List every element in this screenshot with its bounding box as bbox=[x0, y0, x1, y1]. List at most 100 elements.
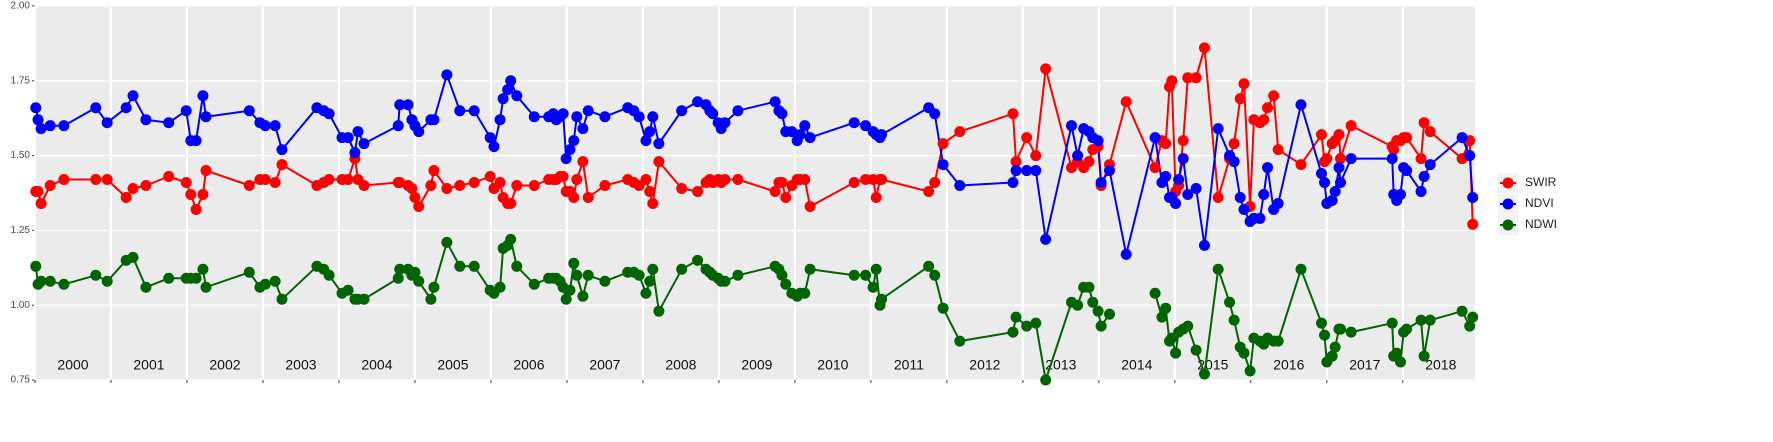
data-point bbox=[707, 108, 719, 120]
data-point bbox=[413, 200, 425, 212]
year-label: 2004 bbox=[361, 357, 392, 373]
legend-key-point bbox=[1502, 198, 1514, 210]
data-point bbox=[804, 132, 816, 144]
data-point bbox=[599, 111, 611, 123]
data-point bbox=[1190, 72, 1202, 84]
y-tick-label: 2.00 bbox=[11, 1, 31, 12]
data-point bbox=[867, 281, 879, 293]
data-point bbox=[1083, 281, 1095, 293]
data-point bbox=[1386, 153, 1398, 165]
data-point bbox=[140, 281, 152, 293]
data-point bbox=[1272, 144, 1284, 156]
data-point bbox=[1166, 75, 1178, 87]
data-point bbox=[647, 111, 659, 123]
data-point bbox=[732, 269, 744, 281]
data-point bbox=[428, 281, 440, 293]
data-point bbox=[870, 191, 882, 203]
data-point bbox=[454, 105, 466, 117]
data-point bbox=[413, 126, 425, 138]
data-point bbox=[90, 269, 102, 281]
data-point bbox=[1177, 153, 1189, 165]
data-point bbox=[1424, 159, 1436, 171]
data-point bbox=[468, 260, 480, 272]
data-point bbox=[1386, 317, 1398, 329]
data-point bbox=[1030, 317, 1042, 329]
data-point bbox=[497, 93, 509, 105]
data-point bbox=[163, 117, 175, 129]
data-point bbox=[259, 278, 271, 290]
data-point bbox=[1173, 174, 1185, 186]
data-point bbox=[243, 105, 255, 117]
data-point bbox=[1415, 153, 1427, 165]
data-point bbox=[35, 275, 47, 287]
data-point bbox=[200, 281, 212, 293]
data-point bbox=[568, 135, 580, 147]
data-point bbox=[1030, 165, 1042, 177]
data-point bbox=[200, 111, 212, 123]
data-point bbox=[30, 260, 42, 272]
data-point bbox=[719, 174, 731, 186]
data-point bbox=[323, 269, 335, 281]
data-point bbox=[653, 138, 665, 150]
data-point bbox=[1065, 120, 1077, 132]
data-point bbox=[786, 126, 798, 138]
data-point bbox=[577, 290, 589, 302]
data-point bbox=[1103, 308, 1115, 320]
data-point bbox=[197, 188, 209, 200]
data-point bbox=[454, 180, 466, 192]
data-point bbox=[1212, 123, 1224, 135]
data-point bbox=[44, 180, 56, 192]
data-point bbox=[511, 90, 523, 102]
data-point bbox=[568, 191, 580, 203]
year-label: 2016 bbox=[1273, 357, 1304, 373]
data-point bbox=[394, 177, 406, 189]
data-point bbox=[358, 138, 370, 150]
year-label: 2005 bbox=[437, 357, 468, 373]
data-point bbox=[848, 269, 860, 281]
data-point bbox=[653, 305, 665, 317]
data-point bbox=[937, 159, 949, 171]
data-point bbox=[860, 120, 872, 132]
data-point bbox=[676, 105, 688, 117]
data-point bbox=[640, 135, 652, 147]
data-point bbox=[1010, 156, 1022, 168]
data-point bbox=[468, 177, 480, 189]
data-point bbox=[127, 251, 139, 263]
data-point bbox=[323, 174, 335, 186]
data-point bbox=[342, 174, 354, 186]
data-point bbox=[1228, 314, 1240, 326]
data-point bbox=[511, 260, 523, 272]
data-point bbox=[1401, 323, 1413, 335]
data-point bbox=[190, 135, 202, 147]
data-point bbox=[101, 117, 113, 129]
data-point bbox=[413, 275, 425, 287]
data-point bbox=[1272, 197, 1284, 209]
data-point bbox=[1177, 135, 1189, 147]
data-point bbox=[1295, 263, 1307, 275]
year-label: 2000 bbox=[57, 357, 88, 373]
data-point bbox=[259, 120, 271, 132]
data-point bbox=[1424, 126, 1436, 138]
data-point bbox=[732, 174, 744, 186]
data-point bbox=[1415, 186, 1427, 198]
data-point bbox=[780, 191, 792, 203]
data-point bbox=[1007, 326, 1019, 338]
data-point bbox=[1234, 191, 1246, 203]
data-point bbox=[1120, 248, 1132, 260]
data-point bbox=[1170, 347, 1182, 359]
data-point bbox=[676, 183, 688, 195]
data-point bbox=[1244, 365, 1256, 377]
year-label: 2008 bbox=[665, 357, 696, 373]
data-point bbox=[259, 174, 271, 186]
data-point bbox=[528, 111, 540, 123]
data-point bbox=[582, 191, 594, 203]
data-point bbox=[769, 96, 781, 108]
data-point bbox=[197, 263, 209, 275]
data-point bbox=[1316, 129, 1328, 141]
data-point bbox=[127, 90, 139, 102]
data-point bbox=[1395, 188, 1407, 200]
data-point bbox=[276, 293, 288, 305]
data-point bbox=[633, 269, 645, 281]
